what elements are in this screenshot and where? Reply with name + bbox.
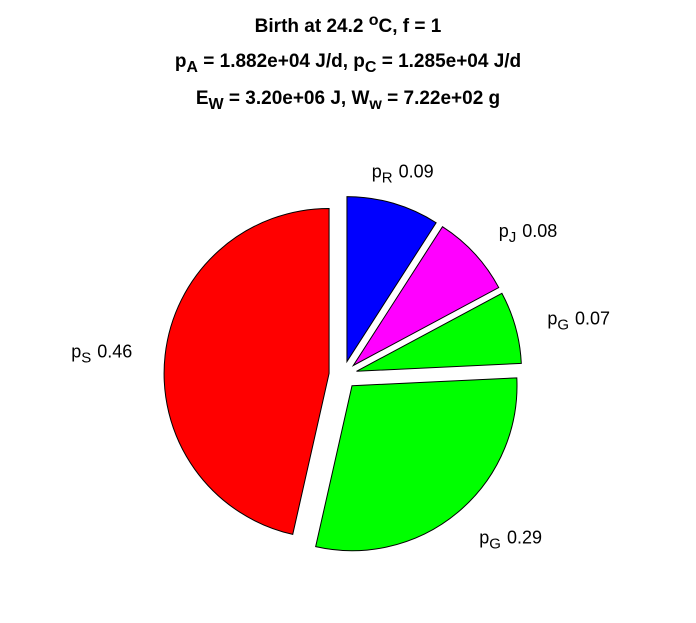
pie-slice: [356, 292, 522, 372]
text-piece: Birth at 24.2: [255, 16, 369, 37]
text-piece: W: [209, 96, 225, 113]
text-piece: A: [186, 59, 198, 76]
text-piece: = 7.22e+02 g: [382, 88, 500, 109]
text-piece: R: [382, 169, 393, 186]
text-piece: G: [489, 535, 501, 552]
text-piece: p: [372, 162, 382, 182]
text-piece: p: [547, 309, 557, 329]
pie-slice: [346, 196, 437, 364]
text-piece: C: [365, 59, 377, 76]
slice-label: pJ 0.08: [499, 221, 558, 246]
text-piece: = 1.285e+04 J/d: [376, 51, 521, 72]
pie-slice: [351, 226, 500, 367]
slice-value: 0.29: [507, 527, 542, 547]
text-piece: C, f = 1: [379, 16, 442, 37]
slice-value: 0.09: [399, 162, 434, 182]
text-piece: = 1.882e+04 J/d, p: [198, 51, 365, 72]
pie-slice: [315, 377, 518, 552]
text-piece: p: [175, 51, 187, 72]
text-piece: G: [557, 316, 569, 333]
chart-title: EW = 3.20e+06 J, Ww = 7.22e+02 g: [196, 88, 500, 113]
text-piece: E: [196, 88, 209, 109]
slice-label: pG 0.29: [479, 527, 542, 552]
text-piece: = 3.20e+06 J, W: [224, 88, 370, 109]
text-piece: p: [479, 527, 489, 547]
text-piece: J: [509, 229, 516, 246]
text-piece: S: [81, 349, 91, 366]
text-piece: o: [369, 12, 379, 29]
slice-label: pR 0.09: [372, 162, 434, 187]
chart-title: Birth at 24.2 oC, f = 1: [255, 12, 442, 37]
slice-value: 0.46: [97, 342, 132, 362]
text-piece: p: [71, 342, 81, 362]
text-piece: w: [368, 96, 382, 113]
slice-label: pS 0.46: [71, 342, 132, 367]
chart-title: pA = 1.882e+04 J/d, pC = 1.285e+04 J/d: [175, 51, 521, 76]
slice-value: 0.08: [522, 221, 557, 241]
slice-label: pG 0.07: [547, 309, 610, 334]
text-piece: p: [499, 221, 509, 241]
pie-slice: [163, 207, 330, 535]
slice-value: 0.07: [575, 309, 610, 329]
